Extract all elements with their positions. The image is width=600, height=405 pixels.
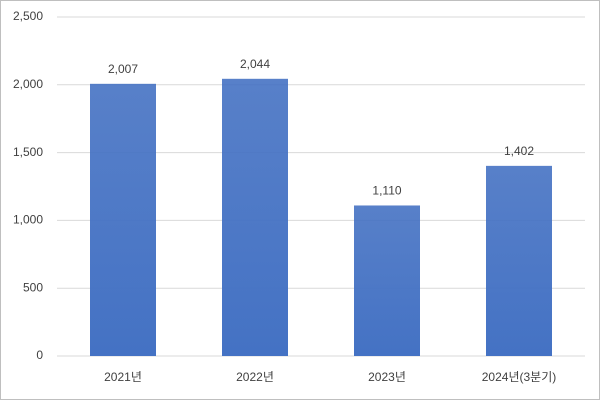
y-tick-label: 2,500 bbox=[13, 9, 43, 23]
bar bbox=[486, 165, 552, 356]
y-tick-label: 0 bbox=[36, 348, 43, 362]
y-tick-label: 1,000 bbox=[13, 213, 43, 227]
bar bbox=[222, 78, 288, 356]
x-tick-label: 2021년 bbox=[104, 370, 142, 384]
x-tick-label: 2023년 bbox=[368, 370, 406, 384]
y-tick-label: 1,500 bbox=[13, 145, 43, 159]
x-tick-label: 2022년 bbox=[236, 370, 274, 384]
bar bbox=[90, 83, 156, 356]
y-tick-label: 2,000 bbox=[13, 77, 43, 91]
bar bbox=[354, 205, 420, 356]
value-label: 1,110 bbox=[372, 184, 401, 198]
value-label: 2,044 bbox=[240, 57, 270, 71]
value-label: 1,402 bbox=[504, 144, 534, 158]
y-tick-label: 500 bbox=[23, 280, 43, 294]
x-tick-label: 2024년(3분기) bbox=[482, 370, 556, 384]
value-label: 2,007 bbox=[108, 62, 138, 76]
